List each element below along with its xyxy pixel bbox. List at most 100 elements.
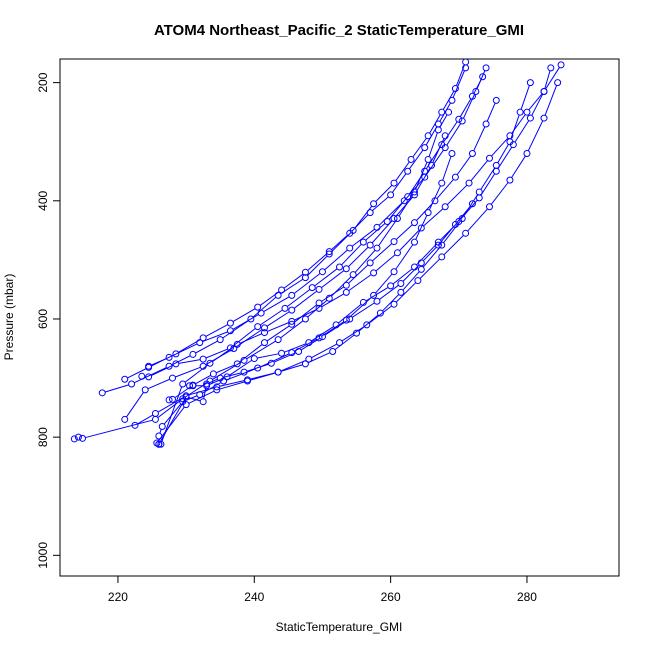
data-point	[523, 150, 531, 158]
series-line-segment	[134, 367, 167, 384]
data-point	[475, 194, 483, 202]
series-line-segment	[358, 314, 379, 332]
x-tick-label: 240	[244, 590, 264, 604]
data-point	[199, 355, 207, 363]
data-point	[410, 219, 418, 227]
series-line-segment	[85, 419, 153, 439]
y-tick-label: 200	[36, 72, 50, 92]
series-line-segment	[395, 244, 414, 270]
data-point	[315, 304, 323, 312]
series-line-segment	[348, 274, 372, 292]
y-axis-label: Pressure (mbar)	[2, 274, 16, 361]
series-line-segment	[480, 167, 496, 190]
data-point	[165, 353, 173, 361]
series-line-segment	[205, 324, 229, 337]
data-point	[158, 423, 166, 431]
series-line-segment	[428, 132, 438, 157]
series-line-segment	[307, 299, 328, 318]
data-point	[370, 269, 378, 277]
data-point	[223, 373, 231, 381]
data-point	[526, 114, 534, 122]
series-line-segment	[331, 234, 348, 250]
data-point	[455, 115, 463, 123]
series-line-segment	[415, 215, 428, 240]
data-point	[346, 244, 354, 252]
data-point	[482, 64, 490, 72]
data-point	[318, 268, 326, 276]
data-point	[250, 355, 258, 363]
data-point	[373, 297, 381, 305]
data-point	[393, 249, 401, 257]
data-point	[438, 179, 446, 187]
y-tick-label: 800	[36, 427, 50, 447]
data-point	[168, 374, 176, 382]
series-line-segment	[321, 286, 345, 302]
series-line-segment	[219, 380, 245, 387]
series-line-segment	[157, 400, 181, 419]
series-line-segment	[232, 328, 256, 347]
data-point	[128, 380, 136, 388]
series-line-segment	[351, 228, 375, 247]
data-point	[421, 144, 429, 152]
data-point	[278, 349, 286, 357]
series-9	[186, 64, 555, 390]
data-point	[438, 253, 446, 261]
data-point	[254, 364, 262, 372]
series-line-segment	[382, 294, 400, 312]
series-line-segment	[259, 309, 283, 326]
series-line-segment	[463, 94, 476, 119]
data-point	[359, 298, 367, 306]
data-point	[196, 339, 204, 347]
series-line-segment	[266, 325, 290, 342]
series-line-segment	[287, 289, 311, 307]
series-line-segment	[163, 403, 182, 425]
series-line-segment	[284, 343, 307, 353]
series-line-segment	[379, 284, 399, 300]
series-line-segment	[184, 364, 208, 383]
series-line-segment	[544, 85, 558, 116]
data-point	[455, 217, 463, 225]
data-point	[390, 238, 398, 246]
series-line-segment	[395, 224, 413, 240]
data-point	[540, 87, 548, 95]
data-point	[366, 209, 374, 217]
x-tick-label: 260	[381, 590, 401, 604]
series-line-segment	[399, 229, 420, 251]
data-point	[182, 393, 190, 401]
data-point	[462, 59, 470, 66]
series-line-segment	[368, 305, 392, 324]
data-point	[288, 291, 296, 299]
series-line-segment	[419, 258, 440, 279]
series-line-segment	[392, 268, 413, 285]
data-point	[226, 327, 234, 335]
series-line-segment	[151, 364, 174, 377]
data-point	[547, 64, 555, 72]
data-point	[428, 161, 436, 169]
series-line-segment	[293, 273, 321, 294]
data-point	[387, 191, 395, 199]
series-line-segment	[205, 349, 232, 366]
series-line-segment	[442, 156, 452, 181]
data-point	[417, 265, 425, 273]
data-point	[410, 191, 418, 199]
series-line-segment	[232, 308, 256, 323]
series-line-segment	[425, 126, 438, 146]
data-point	[315, 285, 323, 293]
data-point	[342, 288, 350, 296]
series-line-segment	[446, 184, 468, 205]
data-point	[404, 193, 412, 201]
data-point	[308, 284, 316, 292]
series-line-segment	[280, 359, 307, 372]
data-point	[233, 360, 241, 368]
data-point	[243, 377, 251, 385]
data-point	[516, 108, 524, 116]
data-point	[199, 362, 207, 370]
data-point	[376, 309, 384, 317]
data-point	[157, 440, 165, 448]
data-point	[400, 197, 408, 205]
series-line-segment	[246, 363, 269, 372]
series-line-segment	[266, 311, 290, 327]
data-point	[141, 386, 149, 394]
series-line-segment	[409, 149, 424, 170]
data-point	[145, 362, 153, 370]
